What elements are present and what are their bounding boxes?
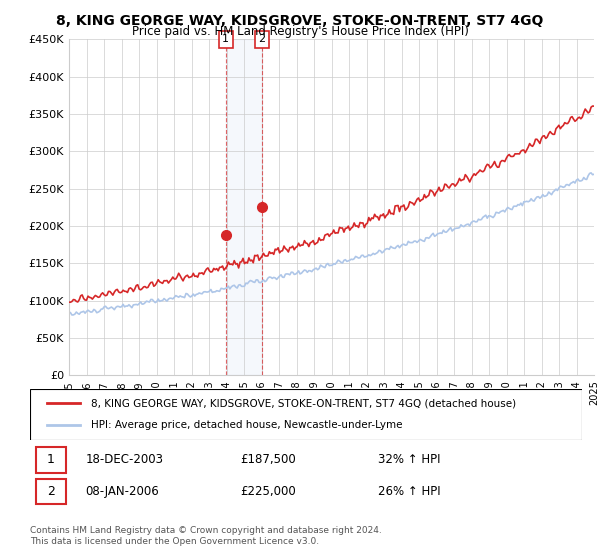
Text: 08-JAN-2006: 08-JAN-2006	[85, 485, 159, 498]
Text: Contains HM Land Registry data © Crown copyright and database right 2024.
This d: Contains HM Land Registry data © Crown c…	[30, 526, 382, 546]
Text: 2: 2	[259, 34, 266, 44]
FancyBboxPatch shape	[30, 389, 582, 440]
Text: 1: 1	[223, 34, 229, 44]
Text: 26% ↑ HPI: 26% ↑ HPI	[378, 485, 440, 498]
Text: 18-DEC-2003: 18-DEC-2003	[85, 454, 163, 466]
Bar	[226, 39, 262, 375]
FancyBboxPatch shape	[35, 447, 66, 473]
Text: £225,000: £225,000	[240, 485, 296, 498]
Text: 8, KING GEORGE WAY, KIDSGROVE, STOKE-ON-TRENT, ST7 4GQ (detached house): 8, KING GEORGE WAY, KIDSGROVE, STOKE-ON-…	[91, 398, 516, 408]
Text: 1: 1	[47, 454, 55, 466]
Text: 8, KING GEORGE WAY, KIDSGROVE, STOKE-ON-TRENT, ST7 4GQ: 8, KING GEORGE WAY, KIDSGROVE, STOKE-ON-…	[56, 14, 544, 28]
Text: 32% ↑ HPI: 32% ↑ HPI	[378, 454, 440, 466]
Text: 2: 2	[47, 485, 55, 498]
FancyBboxPatch shape	[35, 479, 66, 504]
Text: £187,500: £187,500	[240, 454, 296, 466]
Text: HPI: Average price, detached house, Newcastle-under-Lyme: HPI: Average price, detached house, Newc…	[91, 421, 402, 431]
Text: Price paid vs. HM Land Registry's House Price Index (HPI): Price paid vs. HM Land Registry's House …	[131, 25, 469, 38]
